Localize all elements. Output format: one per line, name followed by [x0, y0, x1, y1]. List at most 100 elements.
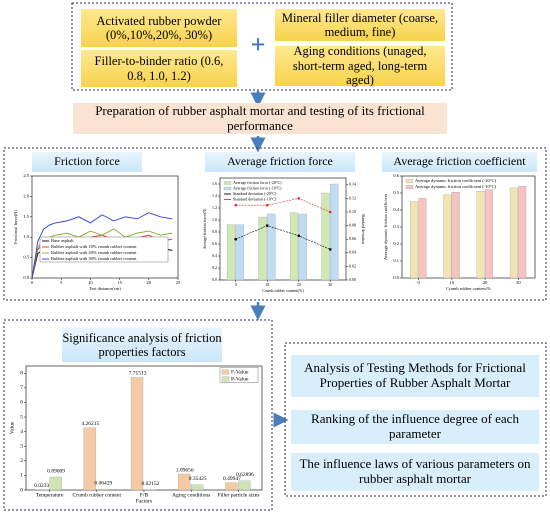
x-tick-label: Filler particle sizes — [217, 492, 259, 498]
y-tick-label: 1.0 — [23, 234, 29, 239]
bar — [298, 213, 307, 281]
value-label: 0.49947 — [223, 476, 241, 482]
x-tick-label: 5 — [60, 280, 63, 285]
x-tick-label: 25 — [176, 280, 181, 285]
y-tick-label: 0.2 — [393, 241, 399, 246]
legend-swatch — [405, 179, 414, 183]
marker — [265, 224, 269, 227]
y-axis-label: Average friction force(N) — [202, 208, 207, 249]
value-label: 0.02152 — [142, 481, 160, 487]
y2-tick-label: 0.04 — [349, 250, 356, 255]
y-tick-label: 3 — [20, 444, 23, 450]
y-tick-label: 0.4 — [393, 207, 399, 212]
value-label: 4.26215 — [81, 421, 99, 427]
x-tick-label: 0 — [235, 282, 237, 287]
legend-label: F-Value — [231, 369, 249, 375]
y2-tick-label: 0.06 — [349, 236, 356, 241]
inputs-frame — [71, 2, 453, 91]
y-axis-label: Value — [9, 421, 15, 434]
plot-frame — [25, 365, 263, 491]
input-box: Mineral filler diameter (coarse, medium,… — [275, 9, 445, 41]
bar — [509, 187, 518, 279]
y-tick-label: 2 — [20, 458, 23, 464]
value-label: 0.62896 — [236, 472, 254, 478]
significance-frame — [3, 319, 273, 511]
value-label: 1.09656 — [176, 467, 194, 473]
bar — [83, 427, 96, 491]
bar — [238, 480, 251, 491]
x-tick-label: Aging conditions — [172, 492, 210, 498]
outcome-box: The influence laws of various parameters… — [291, 453, 539, 491]
bar — [235, 224, 244, 281]
legend-label: Average friction force (-10°C) — [233, 185, 282, 190]
x-tick-label: 20 — [297, 282, 301, 287]
outcomes-frame — [284, 342, 547, 497]
bar — [443, 194, 452, 279]
outcome-box: Analysis of Testing Methods for Friction… — [291, 355, 539, 397]
bar — [321, 192, 330, 281]
y2-tick-label: 0.14 — [349, 182, 356, 187]
x-axis-label: Test distance(cm) — [89, 286, 121, 291]
y-tick-label: 2.0 — [23, 193, 29, 198]
x-tick-label: 10 — [450, 280, 455, 285]
y-tick-label: 0.0 — [23, 275, 29, 280]
x-tick-label: 20 — [147, 280, 152, 285]
x-tick-label: 30 — [516, 280, 521, 285]
legend-swatch — [221, 369, 230, 375]
results-frame — [3, 147, 547, 301]
y-tick-label: 0.4 — [212, 253, 217, 258]
value-label: 0.35425 — [189, 476, 207, 482]
x-axis-label: Crumb rubber content(%) — [262, 288, 304, 293]
x-tick-label: Temperature — [36, 492, 64, 498]
legend-label: Rubber asphalt with 10% crumb rubber con… — [51, 244, 137, 249]
value-label: 7.71513 — [129, 371, 147, 377]
input-box: Filler-to-binder ratio (0.6, 0.8, 1.0, 1… — [81, 50, 237, 87]
bar — [258, 216, 267, 281]
legend-label: Base asphalt — [51, 238, 74, 243]
value-label: 0.02335 — [34, 483, 52, 489]
y-tick-label: 0.1 — [393, 258, 399, 263]
bar — [476, 191, 485, 279]
x-tick-label: 10 — [88, 280, 93, 285]
bar — [226, 224, 236, 281]
marker — [234, 203, 238, 207]
x-axis-label: Crumb rubber content/% — [446, 286, 491, 291]
line-series — [31, 212, 173, 279]
x-tick-label: 0 — [31, 280, 34, 285]
chart-title: Significance analysis of friction proper… — [62, 328, 222, 362]
bar — [178, 473, 191, 491]
bar — [418, 197, 427, 279]
input-box: Activated rubber powder (0%,10%,20%, 30%… — [81, 9, 237, 47]
legend-swatch — [405, 185, 414, 189]
y2-axis-label: Standard deviation — [361, 214, 366, 244]
bar — [267, 213, 276, 281]
legend-box — [219, 367, 259, 383]
legend-label: Average dynamic friction coefficient (-2… — [415, 178, 497, 183]
chart-title: Friction force — [32, 152, 142, 172]
value-label: 0.89009 — [47, 468, 65, 474]
marker — [328, 248, 332, 251]
y-tick-label: 6 — [20, 400, 23, 406]
outcome-box: Ranking of the influence degree of each … — [291, 410, 539, 444]
legend-label: Standard deviation (-20°C) — [233, 191, 277, 196]
marker — [297, 234, 301, 238]
y-tick-label: 1.4 — [212, 193, 217, 198]
marker — [328, 210, 332, 214]
value-label: 0.06429 — [94, 480, 112, 486]
legend-label: Average dynamic friction coefficient (-1… — [415, 184, 497, 189]
y2-tick-label: 0.00 — [349, 277, 356, 282]
bar — [451, 191, 460, 279]
bar — [225, 482, 238, 491]
plot-frame — [31, 175, 179, 279]
x-tick-label: Crumb rubber content — [73, 492, 122, 498]
y-tick-label: 0.6 — [212, 241, 217, 246]
bar — [289, 212, 299, 281]
chart-title: Average friction force — [205, 152, 355, 172]
y-tick-label: 0 — [20, 487, 23, 493]
line-series — [235, 198, 331, 213]
legend-swatch — [221, 376, 230, 382]
y2-tick-label: 0.12 — [349, 195, 356, 200]
y-tick-label: 1.0 — [212, 217, 217, 222]
